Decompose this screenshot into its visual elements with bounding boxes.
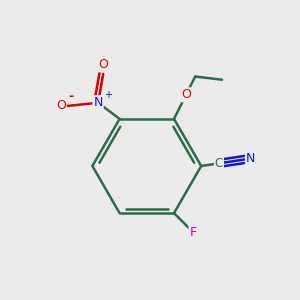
Text: O: O — [56, 100, 66, 112]
Text: C: C — [215, 157, 223, 170]
Text: +: + — [104, 90, 112, 100]
Text: -: - — [68, 90, 73, 103]
Text: O: O — [181, 88, 191, 101]
Text: O: O — [98, 58, 108, 71]
Text: N: N — [246, 152, 255, 165]
Text: F: F — [190, 226, 196, 238]
Text: N: N — [93, 96, 103, 109]
